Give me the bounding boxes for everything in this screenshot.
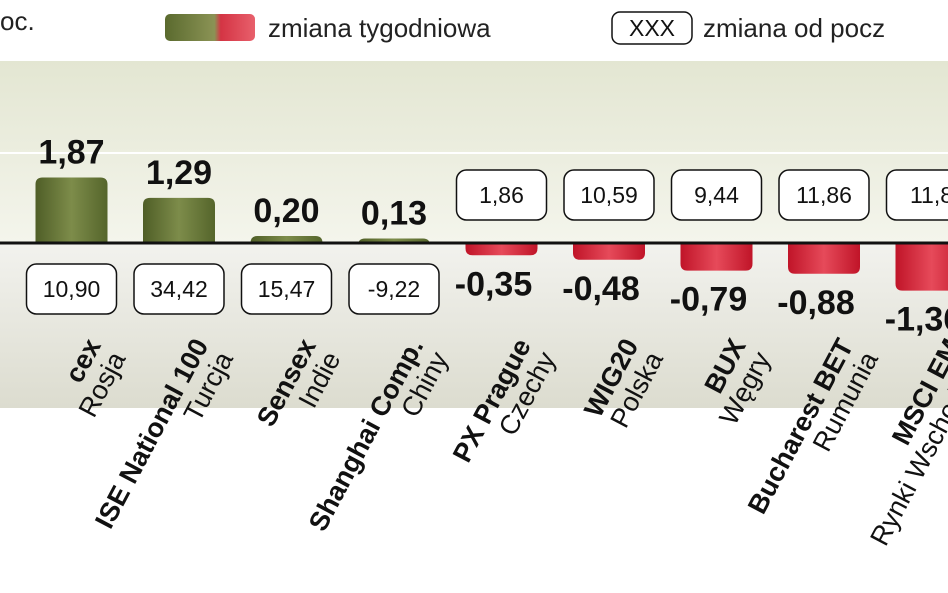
ytd-label: 10,90: [43, 276, 101, 302]
value-label: -1,36: [885, 301, 948, 339]
ytd-label: -9,22: [368, 276, 420, 302]
ytd-box: [240, 263, 333, 315]
value-label: -0,88: [777, 284, 855, 322]
bar: [895, 243, 948, 291]
ytd-label: 34,42: [150, 276, 208, 302]
ytd-box: [133, 263, 225, 315]
value-label: 1,29: [146, 154, 212, 192]
bar: [35, 177, 108, 243]
ytd-box: [563, 169, 655, 221]
ytd-label: 9,44: [694, 182, 739, 208]
legend-label: zmiana tygodniowa: [268, 13, 491, 43]
ytd-box: [885, 169, 948, 221]
bar: [573, 243, 645, 260]
subtitle: oc.: [0, 6, 35, 36]
ytd-box: [25, 263, 118, 315]
ytd-box: [348, 263, 440, 315]
ytd-box: [778, 169, 870, 221]
value-label: 0,13: [361, 194, 427, 232]
bar: [250, 236, 323, 243]
legend-box-label: XXX: [629, 15, 675, 41]
bar: [680, 243, 753, 271]
legend-label: zmiana od pocz: [703, 13, 885, 43]
value-label: 0,20: [253, 192, 319, 230]
bar: [143, 197, 215, 243]
value-label: -0,48: [562, 270, 640, 308]
ytd-label: 11,8: [910, 182, 948, 208]
value-label: -0,79: [670, 281, 748, 319]
ytd-label: 15,47: [258, 276, 316, 302]
legend-box: [611, 11, 693, 45]
bar: [465, 243, 538, 256]
ytd-label: 1,86: [479, 182, 524, 208]
ytd-label: 11,86: [796, 182, 852, 208]
value-label: -0,35: [455, 265, 533, 303]
ytd-label: 10,59: [580, 182, 638, 208]
ytd-box: [670, 169, 763, 221]
ytd-box: [455, 169, 548, 221]
legend-swatch: [165, 14, 255, 41]
value-label: 1,87: [38, 134, 104, 172]
bar: [788, 243, 860, 274]
